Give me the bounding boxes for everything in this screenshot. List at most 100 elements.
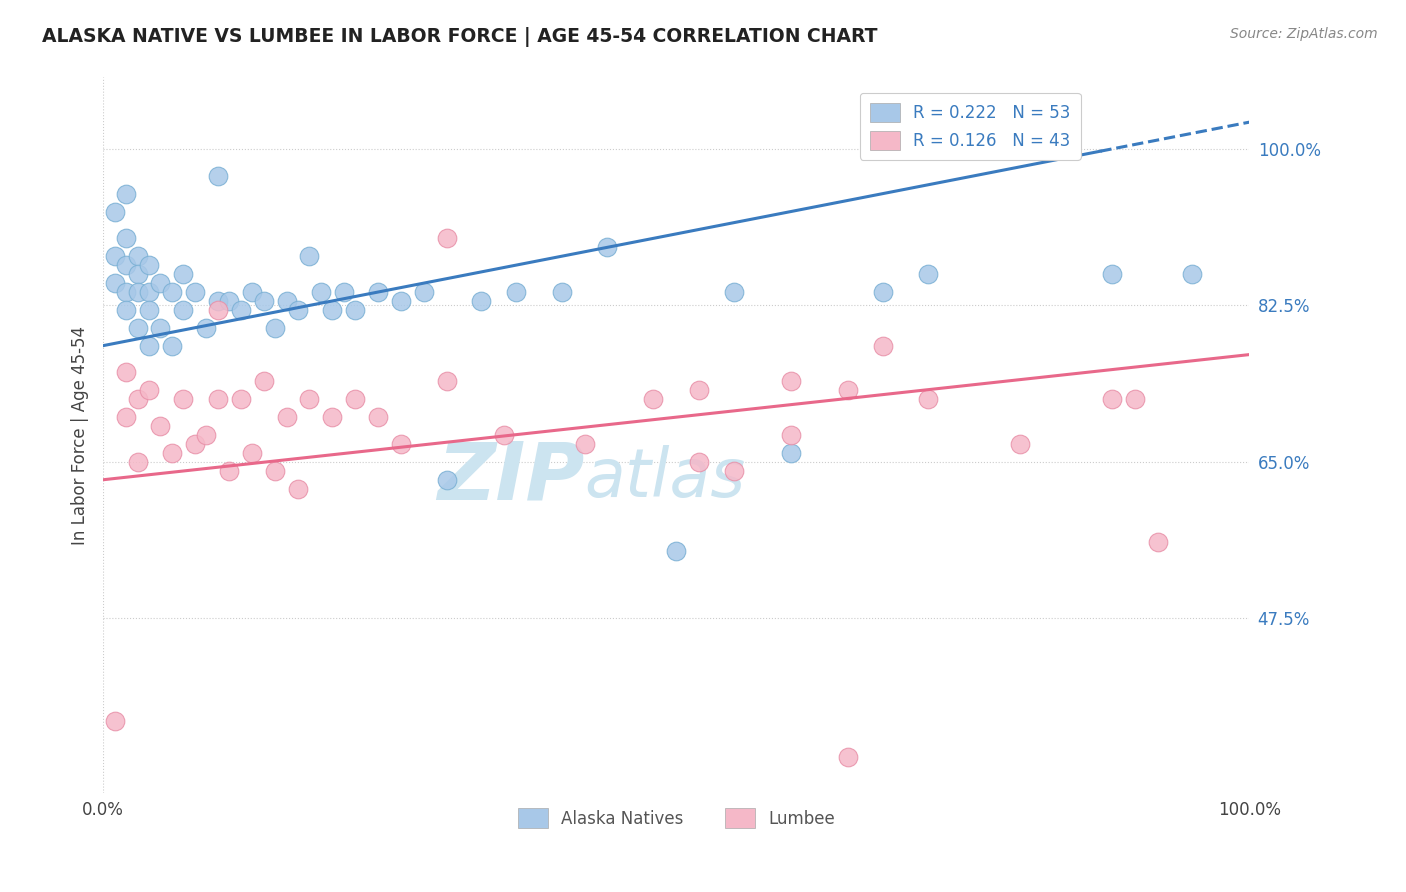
Point [367,410,389,425]
Point [321,302,343,317]
Point [127,320,149,334]
Point [115,258,138,272]
Point [172,267,194,281]
Point [436,375,458,389]
Point [240,446,263,460]
Point [298,392,321,407]
Text: Source: ZipAtlas.com: Source: ZipAtlas.com [1230,27,1378,41]
Point [115,285,138,299]
Legend: Alaska Natives, Lumbee: Alaska Natives, Lumbee [510,802,842,834]
Point [252,293,274,308]
Point [104,276,127,290]
Point [172,302,194,317]
Point [184,437,207,451]
Point [1123,392,1146,407]
Point [779,428,801,442]
Point [252,375,274,389]
Point [115,302,138,317]
Point [115,231,138,245]
Point [276,410,298,425]
Text: atlas: atlas [585,445,745,511]
Point [104,249,127,263]
Point [172,392,194,407]
Point [138,384,160,398]
Point [207,293,229,308]
Point [138,338,160,352]
Point [470,293,492,308]
Point [287,302,309,317]
Point [779,446,801,460]
Point [1181,267,1204,281]
Point [344,392,367,407]
Point [665,544,688,558]
Point [229,302,252,317]
Point [127,455,149,469]
Point [149,419,172,434]
Point [229,392,252,407]
Point [309,285,332,299]
Point [298,249,321,263]
Point [917,267,939,281]
Point [872,338,894,352]
Point [389,437,412,451]
Point [413,285,436,299]
Point [344,302,367,317]
Point [264,320,287,334]
Point [1146,535,1168,549]
Point [127,267,149,281]
Point [104,714,127,728]
Point [723,285,745,299]
Point [1101,267,1123,281]
Point [195,428,218,442]
Point [550,285,572,299]
Point [127,249,149,263]
Y-axis label: In Labor Force | Age 45-54: In Labor Force | Age 45-54 [72,326,89,544]
Text: ALASKA NATIVE VS LUMBEE IN LABOR FORCE | AGE 45-54 CORRELATION CHART: ALASKA NATIVE VS LUMBEE IN LABOR FORCE |… [42,27,877,46]
Point [596,240,619,254]
Point [207,169,229,183]
Point [218,464,240,478]
Point [779,375,801,389]
Point [160,338,183,352]
Point [494,428,516,442]
Point [115,410,138,425]
Point [688,455,710,469]
Point [207,302,229,317]
Point [837,384,859,398]
Point [723,464,745,478]
Point [184,285,207,299]
Point [436,473,458,487]
Point [321,410,343,425]
Point [149,276,172,290]
Point [127,392,149,407]
Point [127,285,149,299]
Point [1101,392,1123,407]
Point [115,186,138,201]
Point [505,285,527,299]
Text: ZIP: ZIP [437,439,585,517]
Point [240,285,263,299]
Point [333,285,356,299]
Point [917,392,939,407]
Point [149,320,172,334]
Point [1010,437,1032,451]
Point [104,204,127,219]
Point [872,285,894,299]
Point [195,320,218,334]
Point [276,293,298,308]
Point [138,302,160,317]
Point [688,384,710,398]
Point [264,464,287,478]
Point [367,285,389,299]
Point [160,285,183,299]
Point [287,482,309,496]
Point [389,293,412,308]
Point [115,366,138,380]
Point [207,392,229,407]
Point [436,231,458,245]
Point [218,293,240,308]
Point [643,392,665,407]
Point [138,258,160,272]
Point [837,750,859,764]
Point [160,446,183,460]
